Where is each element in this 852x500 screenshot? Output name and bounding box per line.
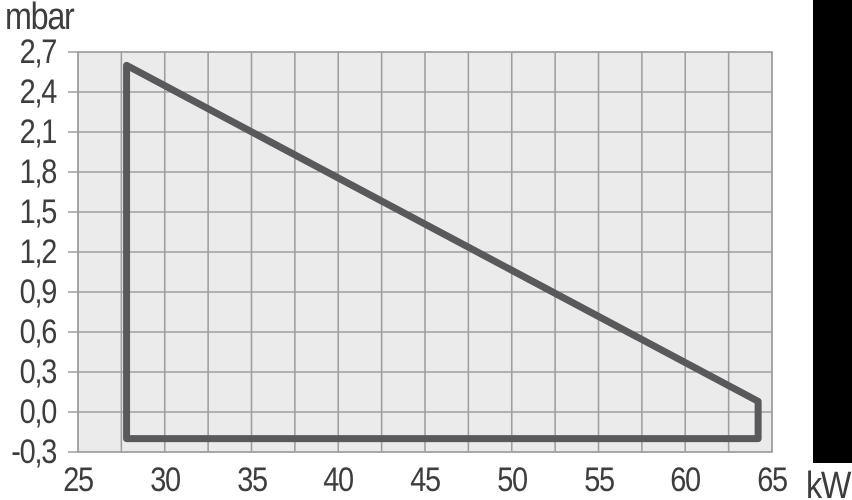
y-tick-label: 0,0	[19, 393, 58, 431]
x-tick-label: 45	[410, 461, 441, 499]
y-tick-label: 1,8	[19, 153, 58, 191]
y-tick-label: 0,9	[19, 273, 58, 311]
y-tick-label: 0,3	[19, 353, 58, 391]
x-tick-label: 30	[149, 461, 181, 499]
x-tick-label: 60	[670, 461, 701, 499]
y-tick-label: 2,7	[19, 33, 58, 71]
x-tick-label: 35	[236, 461, 268, 499]
x-tick-label: 50	[496, 461, 528, 499]
x-tick-label: 40	[323, 461, 354, 499]
y-tick-label: 2,4	[19, 73, 58, 111]
y-tick-label: 1,2	[19, 233, 58, 271]
y-tick-label: 1,5	[19, 193, 58, 231]
y-tick-label: 0,6	[19, 313, 58, 351]
y-tick-label: -0,3	[11, 433, 57, 471]
x-axis-unit-label: kW	[806, 465, 851, 500]
plot-border	[77, 51, 773, 453]
x-tick-label: 55	[583, 461, 615, 499]
working-field-envelope	[123, 61, 762, 443]
x-tick-label: 25	[63, 461, 94, 499]
y-axis-unit-label: mbar	[5, 0, 75, 38]
y-tick-label: 2,1	[19, 113, 58, 151]
x-tick-label: 65	[757, 461, 788, 499]
right-black-band	[813, 0, 852, 463]
